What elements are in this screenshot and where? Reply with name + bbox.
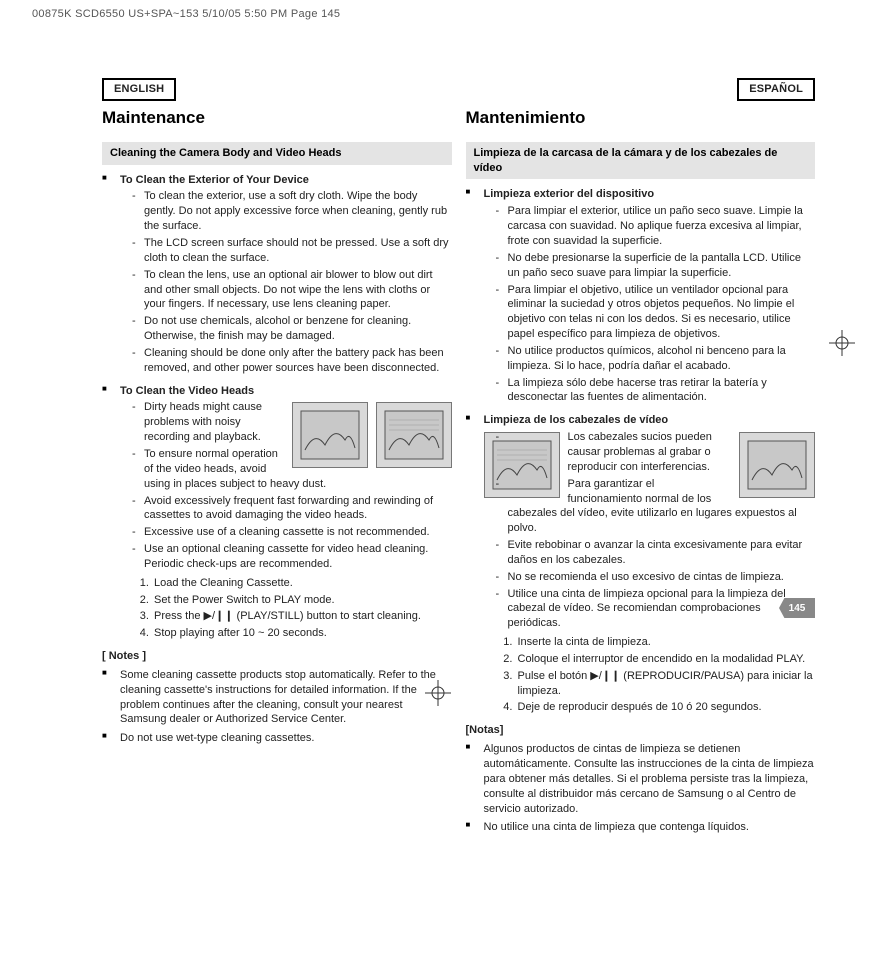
list-item: Avoid excessively frequent fast forwardi…	[132, 494, 452, 524]
section-title: To Clean the Exterior of Your Device	[120, 173, 452, 188]
list-item: To clean the lens, use an optional air b…	[132, 268, 452, 313]
section-title: Limpieza de los cabezales de vídeo	[484, 413, 816, 428]
notes-title: [ Notes ]	[102, 649, 452, 664]
content-columns: ENGLISH Maintenance Cleaning the Camera …	[102, 78, 815, 843]
crop-mark-right-icon	[829, 330, 855, 361]
step-item: Set the Power Switch to PLAY mode.	[152, 593, 452, 608]
step-item: Coloque el interruptor de encendido en l…	[516, 652, 816, 667]
list-item: Do not use chemicals, alcohol or benzene…	[132, 314, 452, 344]
section-title: Limpieza exterior del dispositivo	[484, 187, 816, 202]
list-item: No se recomienda el uso excesivo de cint…	[496, 570, 816, 585]
column-spanish: ESPAÑOL Mantenimiento Limpieza de la car…	[466, 78, 816, 843]
print-header: 00875K SCD6550 US+SPA~153 5/10/05 5:50 P…	[32, 8, 340, 20]
section-video-heads: Limpieza de los cabezales de vídeo Los c…	[466, 413, 816, 715]
list-item: No debe presionarse la superficie de la …	[496, 251, 816, 281]
list-item: Dirty heads might cause problems with no…	[132, 400, 452, 445]
list-item: Para garantizar el funcionamiento normal…	[496, 477, 816, 536]
list-item: Use an optional cleaning cassette for vi…	[132, 542, 452, 572]
note-item: Do not use wet-type cleaning cassettes.	[102, 731, 452, 746]
note-item: Algunos productos de cintas de limpieza …	[466, 742, 816, 816]
page: 00875K SCD6550 US+SPA~153 5/10/05 5:50 P…	[0, 0, 875, 954]
column-english: ENGLISH Maintenance Cleaning the Camera …	[102, 78, 452, 843]
list-item: Para limpiar el exterior, utilice un pañ…	[496, 204, 816, 249]
step-item: Inserte la cinta de limpieza.	[516, 635, 816, 650]
title-spanish: Mantenimiento	[466, 107, 816, 130]
list-item: Evite rebobinar o avanzar la cinta exces…	[496, 538, 816, 568]
lang-tab-english: ENGLISH	[102, 78, 176, 101]
step-item: Load the Cleaning Cassette.	[152, 576, 452, 591]
list-item: The LCD screen surface should not be pre…	[132, 236, 452, 266]
list-item: Cleaning should be done only after the b…	[132, 346, 452, 376]
step-item: Press the ▶/❙❙ (PLAY/STILL) button to st…	[152, 609, 452, 624]
list-item: Los cabezales sucios pueden causar probl…	[496, 430, 816, 475]
step-item: Stop playing after 10 ~ 20 seconds.	[152, 626, 452, 641]
list-item: No utilice productos químicos, alcohol n…	[496, 344, 816, 374]
list-item: To clean the exterior, use a soft dry cl…	[132, 189, 452, 234]
subhead-english: Cleaning the Camera Body and Video Heads	[102, 142, 452, 165]
list-item: Utilice una cinta de limpieza opcional p…	[496, 587, 816, 632]
section-exterior: To Clean the Exterior of Your Device To …	[102, 173, 452, 376]
list-item: Excessive use of a cleaning cassette is …	[132, 525, 452, 540]
title-english: Maintenance	[102, 107, 452, 130]
subhead-spanish: Limpieza de la carcasa de la cámara y de…	[466, 142, 816, 180]
section-title: To Clean the Video Heads	[120, 384, 452, 399]
page-number-badge: 145	[779, 598, 815, 618]
step-item: Deje de reproducir después de 10 ó 20 se…	[516, 700, 816, 715]
note-item: No utilice una cinta de limpieza que con…	[466, 820, 816, 835]
notes-title: [Notas]	[466, 723, 816, 738]
note-item: Some cleaning cassette products stop aut…	[102, 668, 452, 727]
step-item: Pulse el botón ▶/❙❙ (REPRODUCIR/PAUSA) p…	[516, 669, 816, 699]
list-item: Para limpiar el objetivo, utilice un ven…	[496, 283, 816, 342]
list-item: To ensure normal operation of the video …	[132, 447, 452, 492]
section-exterior: Limpieza exterior del dispositivo Para l…	[466, 187, 816, 405]
list-item: La limpieza sólo debe hacerse tras retir…	[496, 376, 816, 406]
lang-tab-spanish: ESPAÑOL	[737, 78, 815, 101]
section-video-heads: To Clean the Video Heads Dirty heads mig…	[102, 384, 452, 642]
